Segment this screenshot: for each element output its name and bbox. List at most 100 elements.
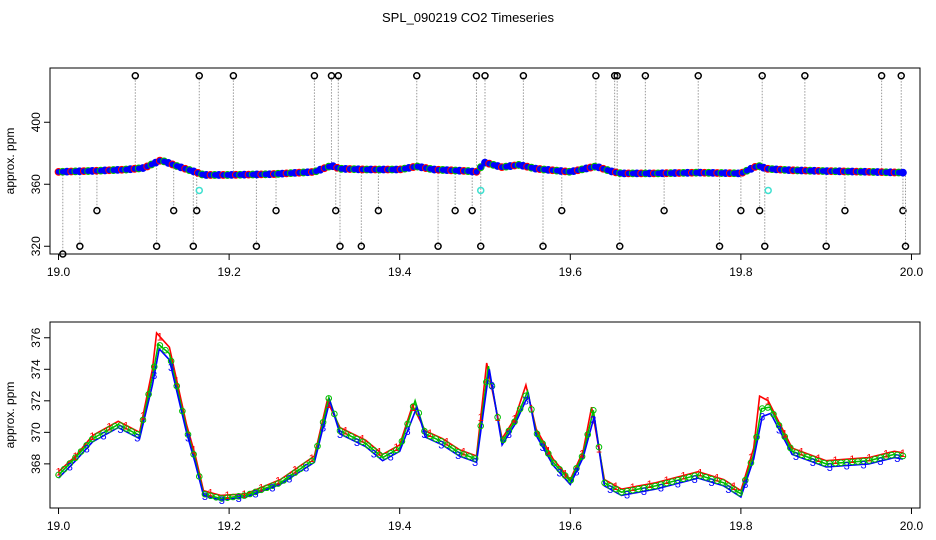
- series-2-point: [606, 482, 614, 490]
- series-2-point: [94, 432, 102, 440]
- bottom-plot-frame: [49, 321, 921, 509]
- series-2-point: [747, 459, 755, 467]
- top-y-axis-label: approx. ppm: [3, 128, 17, 195]
- series-2-point: [381, 452, 389, 460]
- series-3-point: 3: [827, 462, 833, 474]
- series-2-point: [612, 485, 620, 493]
- series-3-point: 3: [269, 482, 275, 494]
- cyan-point: [195, 186, 204, 195]
- series-1-point: 1: [478, 412, 484, 424]
- series-2-point: [128, 428, 136, 435]
- spike-point: [755, 206, 764, 215]
- series-2-point: [302, 461, 310, 469]
- spike-point: [694, 72, 702, 80]
- top-y-tick-label: 320: [29, 236, 43, 256]
- bottom-y-tick-label: 376: [29, 327, 43, 347]
- series-2-point: [246, 490, 254, 498]
- series-2-point: [775, 422, 783, 429]
- spike-point: [877, 72, 886, 80]
- top-x-tick-label: 20.0: [900, 265, 924, 279]
- series-2-point: [145, 390, 152, 398]
- series-2-point: [89, 435, 96, 443]
- spike-point: [93, 206, 101, 215]
- series-3-point: 3: [421, 429, 427, 441]
- series-2-point: [100, 429, 107, 436]
- bottom-x-tick-label: 19.6: [559, 519, 583, 533]
- series-1-point: 1: [275, 476, 281, 488]
- series-2-point: [803, 453, 811, 461]
- series-1-point: 1: [376, 447, 382, 459]
- series-1-line: [57, 331, 904, 497]
- series-2-point: [595, 443, 603, 451]
- top-x-tick-label: 19.6: [559, 265, 583, 279]
- series-2-point: [578, 453, 586, 460]
- series-3-point: 3: [793, 451, 799, 463]
- spike-point: [519, 72, 528, 80]
- spike-point: [357, 242, 366, 250]
- series-2-point: [184, 431, 192, 438]
- series-2-point: [314, 442, 321, 450]
- series-2-point: [505, 427, 513, 435]
- series-1-point: 1: [765, 396, 771, 408]
- series-2-point: [167, 357, 175, 365]
- series-2-point: [392, 446, 400, 454]
- spike-point: [472, 72, 481, 80]
- series-3-point: 3: [692, 474, 698, 486]
- series-2-point: [426, 432, 434, 440]
- top-y-axis: 320 360 400: [29, 112, 50, 256]
- series-2-point: [66, 460, 74, 467]
- series-3-point: 3: [236, 493, 242, 505]
- series-3-point: 3: [84, 443, 90, 455]
- series-2-point: [370, 446, 378, 454]
- series-1-point: 1: [224, 490, 230, 502]
- series-3-point: 3: [708, 477, 714, 489]
- series-2-point: [809, 455, 817, 463]
- series-2-point: [308, 457, 316, 465]
- series-1-point: 1: [157, 332, 163, 344]
- series-2-point: [781, 433, 789, 440]
- series-1-point: 1: [630, 482, 636, 494]
- series-2-point: [291, 469, 299, 476]
- series-2-point: [736, 489, 743, 497]
- top-plot-frame: [49, 67, 921, 255]
- bottom-y-tick-label: 372: [29, 390, 43, 410]
- bottom-x-tick-label: 20.0: [900, 519, 924, 533]
- series-3-point: 3: [759, 412, 765, 424]
- series-1-point: 1: [731, 481, 737, 493]
- series-1-point: 1: [562, 468, 568, 480]
- series-2-point: [156, 342, 164, 349]
- top-y-tick-label: 400: [29, 112, 43, 132]
- spike-point: [822, 242, 830, 250]
- series-1-point: 1: [258, 483, 264, 495]
- series-1-point: 1: [427, 428, 433, 440]
- spike-point: [897, 72, 905, 80]
- spike-point: [334, 72, 343, 80]
- spike-point: [336, 242, 344, 250]
- spike-point: [331, 206, 340, 215]
- bottom-x-tick-label: 19.0: [47, 519, 71, 533]
- series-2-point: [590, 406, 597, 414]
- spike-point: [252, 242, 261, 250]
- bottom-y-tick-label: 368: [29, 454, 43, 474]
- spike-point: [737, 206, 745, 215]
- series-2-point: [438, 438, 445, 445]
- series-1-point: 1: [866, 452, 872, 464]
- series-2-point: [708, 475, 715, 483]
- series-3-point: 3: [894, 453, 900, 465]
- top-x-tick-label: 19.2: [217, 265, 241, 279]
- spike-point: [59, 250, 67, 258]
- series-2-point: [522, 392, 530, 400]
- spike-point: [327, 72, 336, 80]
- series-1-point: 1: [106, 421, 112, 433]
- spike-point: [76, 242, 84, 250]
- series-1-point: 1: [393, 442, 399, 454]
- series-2-point: [72, 454, 79, 462]
- series-1-point: 1: [343, 425, 349, 437]
- series-2-point: [787, 444, 794, 452]
- spike-point: [641, 72, 650, 80]
- series-1-point: 1: [663, 475, 669, 487]
- series-3-point: 3: [877, 456, 883, 468]
- series-1-point: 1: [511, 414, 517, 426]
- series-3-point: 3: [607, 484, 613, 496]
- series-3-point: 3: [134, 432, 140, 444]
